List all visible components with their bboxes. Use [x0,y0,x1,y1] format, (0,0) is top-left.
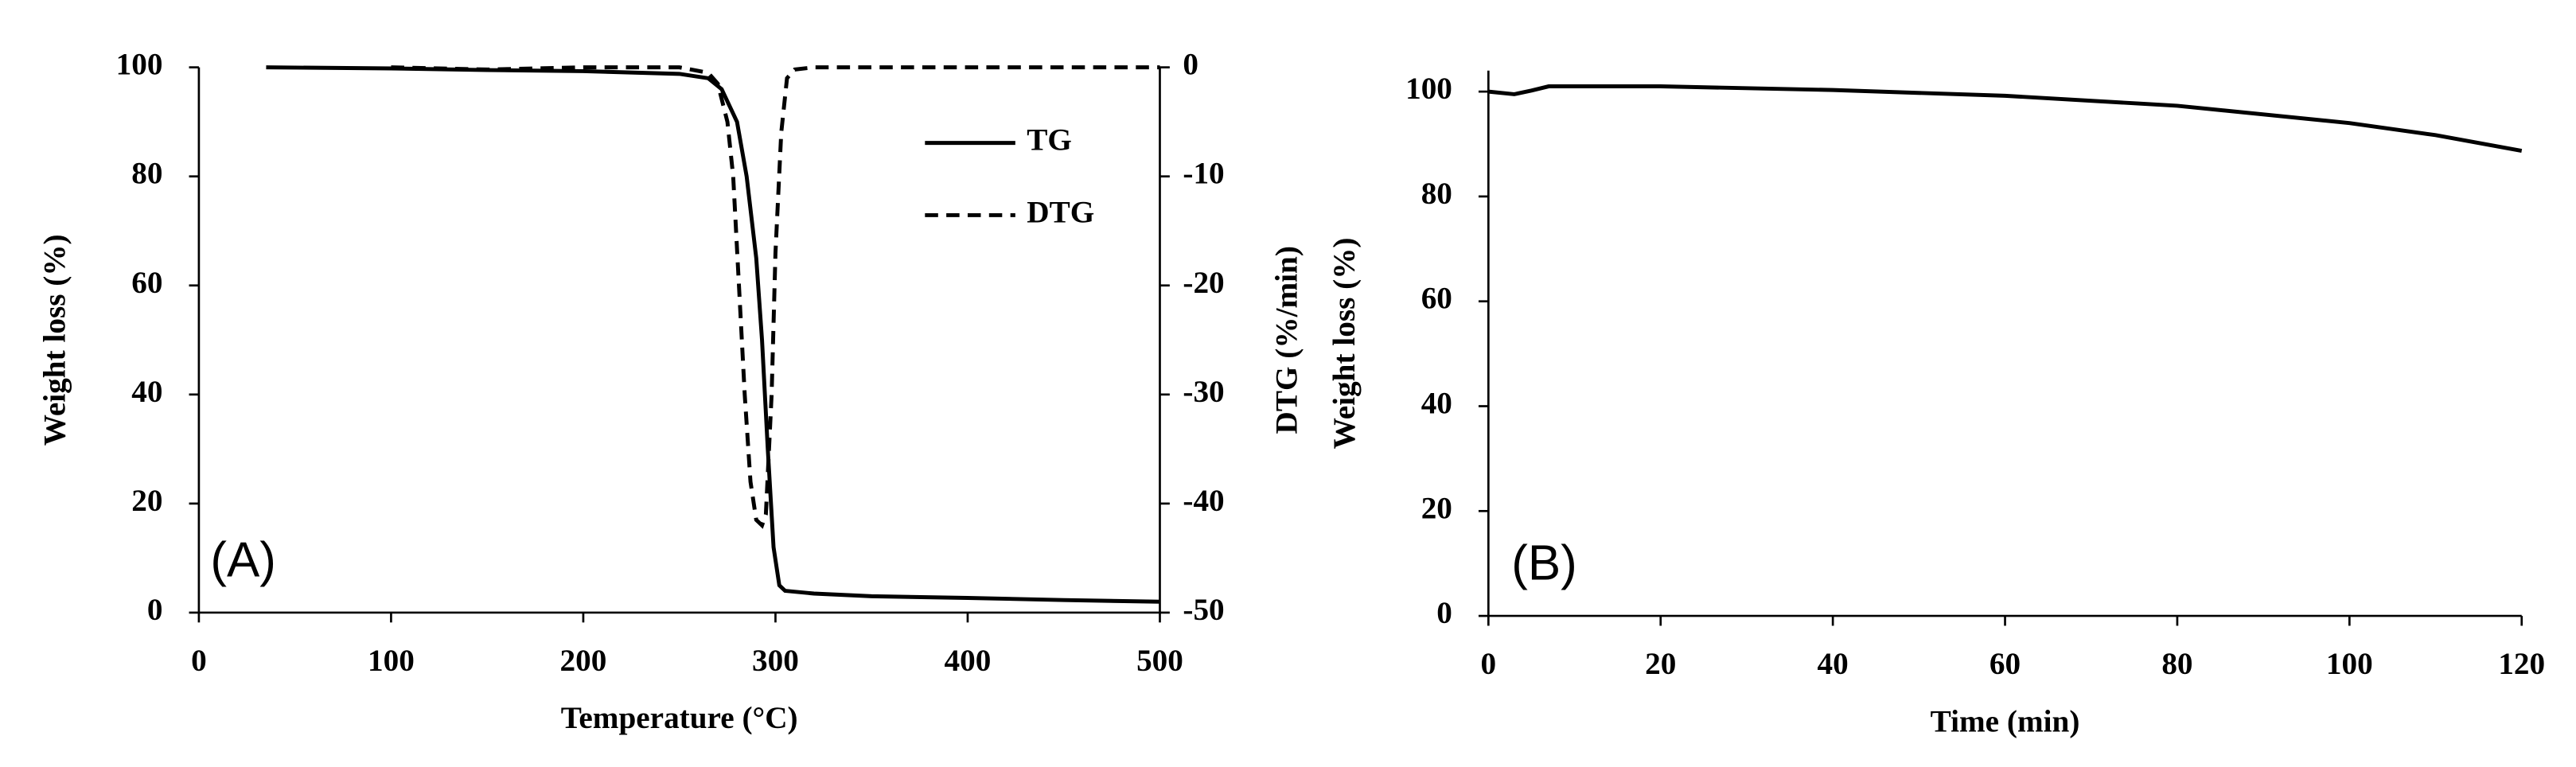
y-tick-label: 0 [1436,596,1452,630]
x-tick-label: 40 [1818,647,1849,681]
y-tick-label: 80 [131,157,162,191]
data-line [391,65,1160,529]
y-tick-label: 60 [1421,282,1452,316]
y-axis-label: Weight loss (%) [1327,238,1362,450]
y2-tick-label: -30 [1183,375,1224,409]
y2-tick-label: -20 [1183,266,1224,300]
x-tick-label: 500 [1136,644,1183,678]
y-tick-label: 40 [131,375,162,409]
x-tick-label: 80 [2161,647,2192,681]
x-tick-label: 300 [752,644,799,678]
x-tick-label: 120 [2498,647,2545,681]
x-tick-label: 400 [945,644,992,678]
panel-label: (A) [210,532,276,587]
x-tick-label: 100 [2326,647,2373,681]
x-axis-label: Temperature (°C) [561,701,798,735]
y-axis-label: Weight loss (%) [37,234,72,446]
y-tick-label: 100 [1405,72,1452,106]
panel-label: (B) [1511,536,1577,591]
y2-tick-label: 0 [1183,48,1198,82]
y-tick-label: 40 [1421,387,1452,421]
y-tick-label: 20 [1421,491,1452,525]
y2-axis-label: DTG (%/min) [1270,246,1304,434]
x-tick-label: 0 [191,644,207,678]
x-tick-label: 20 [1645,647,1676,681]
x-tick-label: 100 [368,644,415,678]
y-tick-label: 0 [147,593,163,627]
y2-tick-label: -10 [1183,157,1224,191]
y2-tick-label: -50 [1183,593,1224,627]
legend-label: DTG [1027,195,1094,229]
x-tick-label: 200 [560,644,607,678]
y-tick-label: 100 [116,48,163,82]
data-line [1488,84,2523,154]
y2-tick-label: -40 [1183,484,1224,518]
x-axis-label: Time (min) [1931,704,2080,738]
data-line [266,65,1160,604]
y-tick-label: 20 [131,484,162,518]
y-tick-label: 80 [1421,177,1452,211]
y-tick-label: 60 [131,266,162,300]
legend-label: TG [1027,123,1072,158]
x-tick-label: 60 [1989,647,2021,681]
x-tick-label: 0 [1481,647,1497,681]
